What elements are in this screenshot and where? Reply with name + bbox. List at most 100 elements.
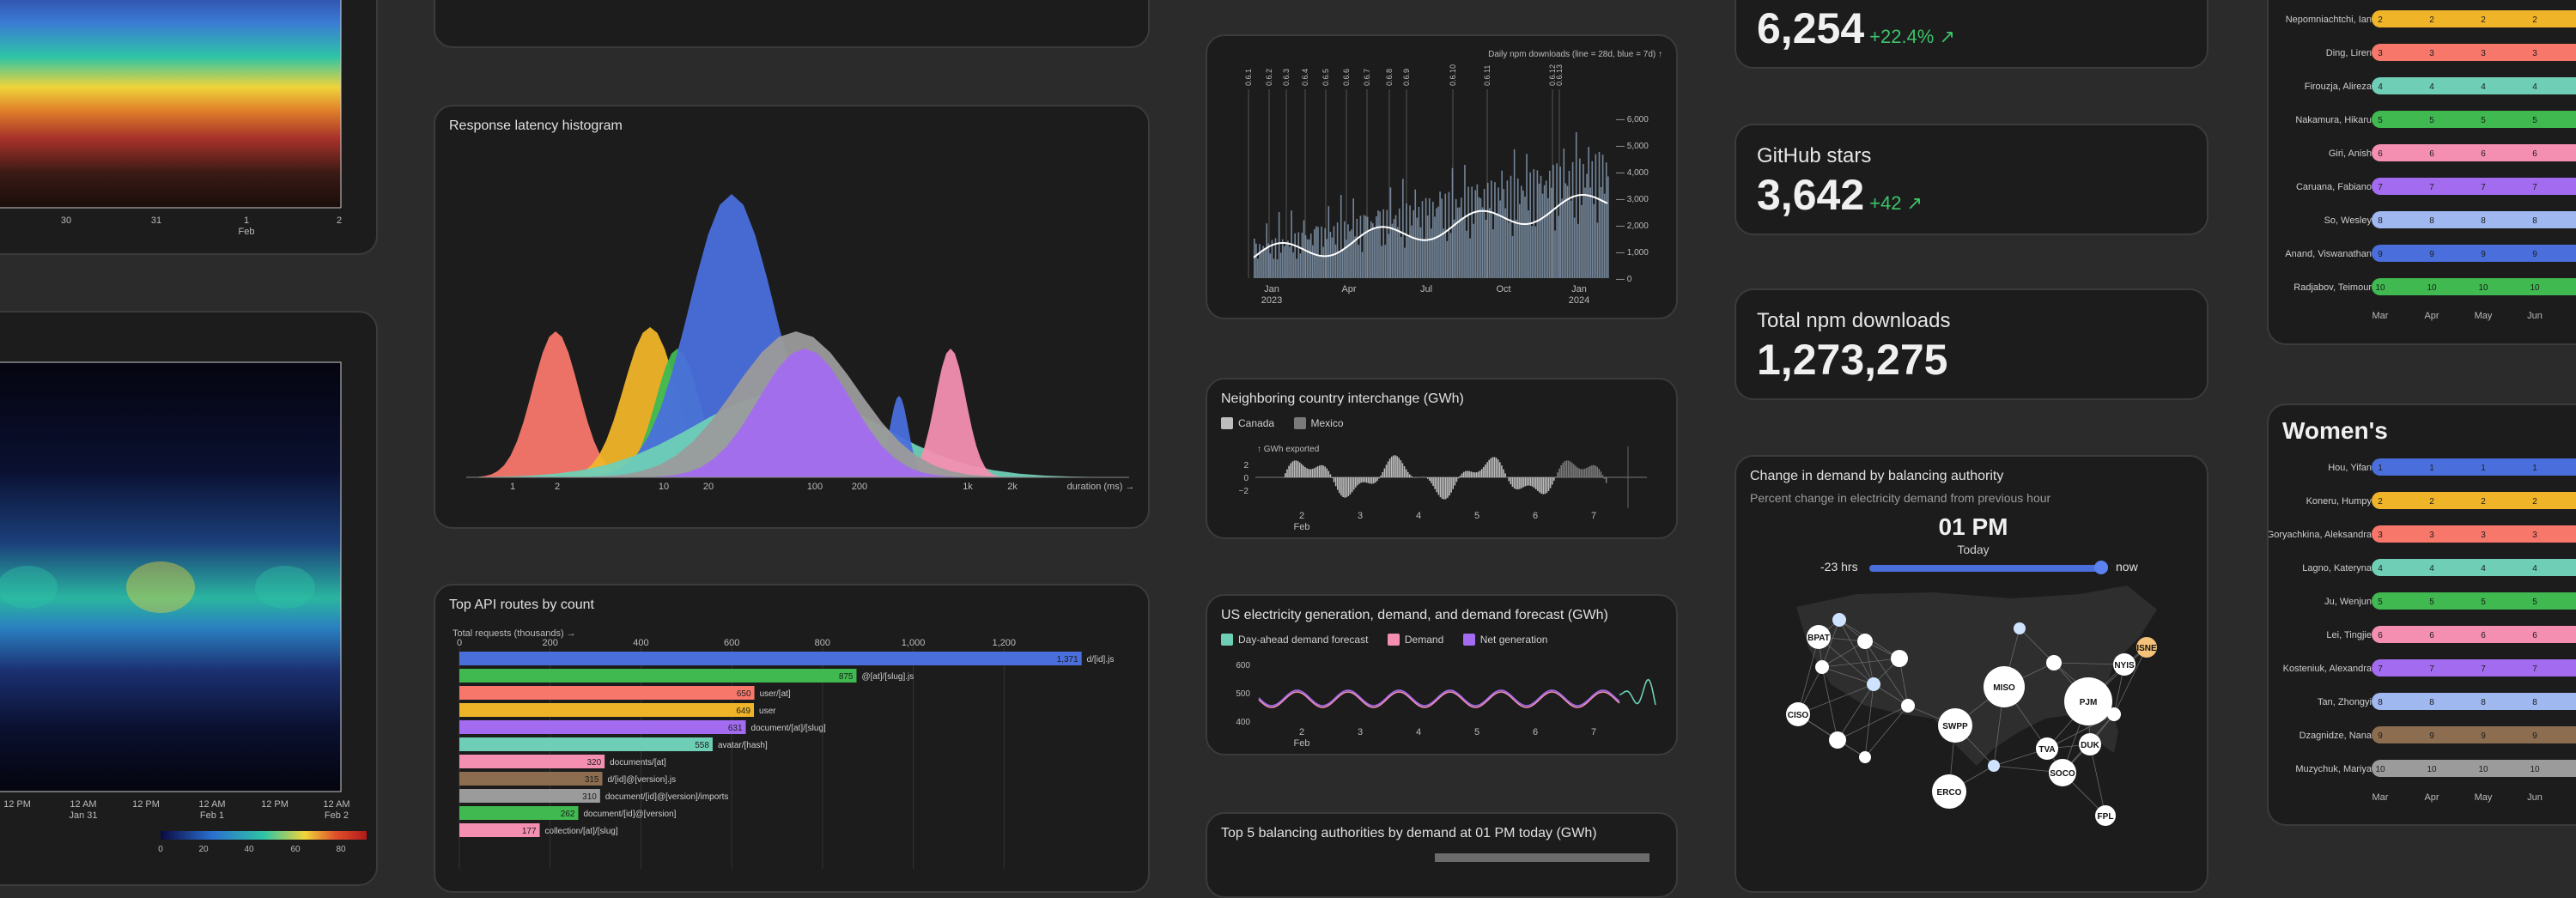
- ba-label: SOCO: [2050, 769, 2075, 779]
- ba-node[interactable]: [1901, 699, 1915, 713]
- ba-node[interactable]: [2046, 655, 2062, 670]
- rank-value: 7: [2429, 664, 2434, 674]
- rank-value: 7: [2378, 183, 2383, 192]
- route-bar-label: user: [759, 707, 776, 716]
- ba-label: MISO: [1993, 683, 2015, 693]
- rank-value: 7: [2481, 183, 2486, 192]
- top5-bar: [1435, 853, 1649, 862]
- ba-node[interactable]: [1829, 731, 1846, 749]
- ba-node[interactable]: [1867, 677, 1880, 691]
- ba-node[interactable]: [1857, 634, 1873, 649]
- y-tick: — 2,000: [1616, 221, 1649, 231]
- rank-value: 9: [2481, 250, 2486, 259]
- rank-band: [2372, 44, 2576, 61]
- svg-text:2: 2: [1243, 461, 1249, 470]
- svg-text:3: 3: [1358, 727, 1363, 737]
- route-bar-label: @[at]/[slug].js: [862, 672, 914, 682]
- svg-text:2023: 2023: [1261, 295, 1282, 306]
- version-label: 0.6.3: [1282, 69, 1291, 86]
- player-name: Koneru, Humpy: [2306, 496, 2372, 507]
- route-bar: [459, 703, 754, 717]
- svg-text:500: 500: [1236, 689, 1250, 699]
- chess-women-card: Women's Hou, Yifan11111Koneru, Humpy2222…: [2267, 403, 2576, 826]
- svg-text:0: 0: [158, 845, 163, 854]
- ba-node[interactable]: [1859, 751, 1871, 763]
- x-tick-sub: Feb 1: [200, 810, 224, 821]
- y-tick: — 6,000: [1616, 115, 1649, 124]
- x-tick-sub: Jan 31: [69, 810, 97, 821]
- rank-value: 8: [2378, 698, 2383, 707]
- rank-value: 6: [2378, 631, 2383, 640]
- player-name: Tan, Zhongyi: [2318, 697, 2372, 707]
- month-tick: Apr: [2424, 311, 2439, 321]
- rank-value: 10: [2478, 283, 2488, 293]
- interchange-y-axis: 2 0 −2: [1239, 461, 1249, 496]
- rank-value: 3: [2481, 531, 2486, 540]
- route-bar-value: 1,371: [1057, 655, 1078, 664]
- generation-card: US electricity generation, demand, and d…: [1206, 594, 1678, 755]
- version-label: 0.6.11: [1483, 65, 1492, 86]
- route-bar-value: 310: [582, 792, 597, 802]
- rank-value: 6: [2481, 149, 2486, 159]
- player-name: Giri, Anish: [2329, 149, 2372, 159]
- ba-node[interactable]: [1832, 613, 1846, 627]
- rank-value: 10: [2375, 765, 2385, 774]
- route-bar-value: 558: [695, 741, 709, 750]
- rank-value: 6: [2378, 149, 2383, 159]
- rank-value: 4: [2481, 82, 2486, 92]
- route-bar-value: 177: [522, 827, 537, 836]
- rank-value: 2: [2481, 15, 2486, 25]
- svg-text:80: 80: [336, 845, 346, 854]
- github-stars-delta: +42 ↗: [1869, 192, 1923, 214]
- rank-value: 5: [2429, 598, 2434, 607]
- svg-text:4: 4: [1416, 727, 1421, 737]
- x-tick: 2: [555, 482, 560, 492]
- route-bar: [459, 772, 603, 786]
- ba-node[interactable]: [1815, 660, 1829, 674]
- route-bar: [459, 669, 857, 683]
- npm-x-axis: Jan 2023 Apr Jul Oct Jan 2024: [1261, 284, 1589, 306]
- colorbar-ticks: 0 20 40 60 80: [158, 845, 346, 854]
- month-tick: Apr: [2424, 792, 2439, 803]
- svg-text:6: 6: [1533, 727, 1538, 737]
- x-tick: 30: [61, 215, 71, 226]
- version-label: 0.6.13: [1555, 64, 1564, 86]
- ba-node[interactable]: [1891, 650, 1908, 667]
- x-tick: 200: [543, 638, 558, 648]
- x-tick: 10: [659, 482, 669, 492]
- x-axis-label: duration (ms) →: [1067, 482, 1135, 492]
- generation-chart: 600 500 400 2 Feb 3 4 5 6 7: [1207, 596, 1678, 755]
- y-tick: — 4,000: [1616, 168, 1649, 178]
- rank-band: [2372, 693, 2576, 710]
- ba-label: DUK: [2081, 741, 2099, 750]
- player-name: Dzagnidze, Nana: [2300, 731, 2372, 741]
- rank-value: 10: [2427, 765, 2437, 774]
- ba-label: CISO: [1788, 711, 1809, 720]
- rank-value: 10: [2478, 765, 2488, 774]
- npm-downloads-chart-card: Daily npm downloads (line = 28d, blue = …: [1206, 34, 1678, 319]
- y-tick: — 1,000: [1616, 248, 1649, 258]
- ba-node[interactable]: [1988, 760, 2000, 772]
- rank-value: 2: [2429, 15, 2434, 25]
- top-placeholder-card: [434, 0, 1150, 48]
- player-name: Radjabov, Teimour: [2293, 282, 2372, 293]
- rank-value: 1: [2532, 464, 2537, 473]
- ba-node[interactable]: [2014, 622, 2026, 634]
- github-stars-card: GitHub stars 3,642+42 ↗: [1735, 124, 2208, 235]
- version-label: 0.6.2: [1265, 69, 1273, 86]
- rank-value: 7: [2429, 183, 2434, 192]
- x-tick: 1: [510, 482, 515, 492]
- y-tick: — 3,000: [1616, 195, 1649, 204]
- x-tick: 1k: [963, 482, 973, 492]
- player-name: Muzychuk, Mariya: [2295, 764, 2372, 774]
- rank-value: 3: [2481, 49, 2486, 58]
- rank-band: [2372, 10, 2576, 27]
- route-bar-label: collection/[at]/[slug]: [545, 827, 618, 836]
- svg-text:600: 600: [1236, 661, 1250, 670]
- x-tick: 1: [244, 215, 249, 226]
- demand-map-card: Change in demand by balancing authority …: [1735, 455, 2208, 893]
- svg-text:60: 60: [290, 845, 301, 854]
- spectrogram-card-top: 30 31 1 2 Feb: [0, 0, 378, 255]
- rank-value: 4: [2481, 564, 2486, 573]
